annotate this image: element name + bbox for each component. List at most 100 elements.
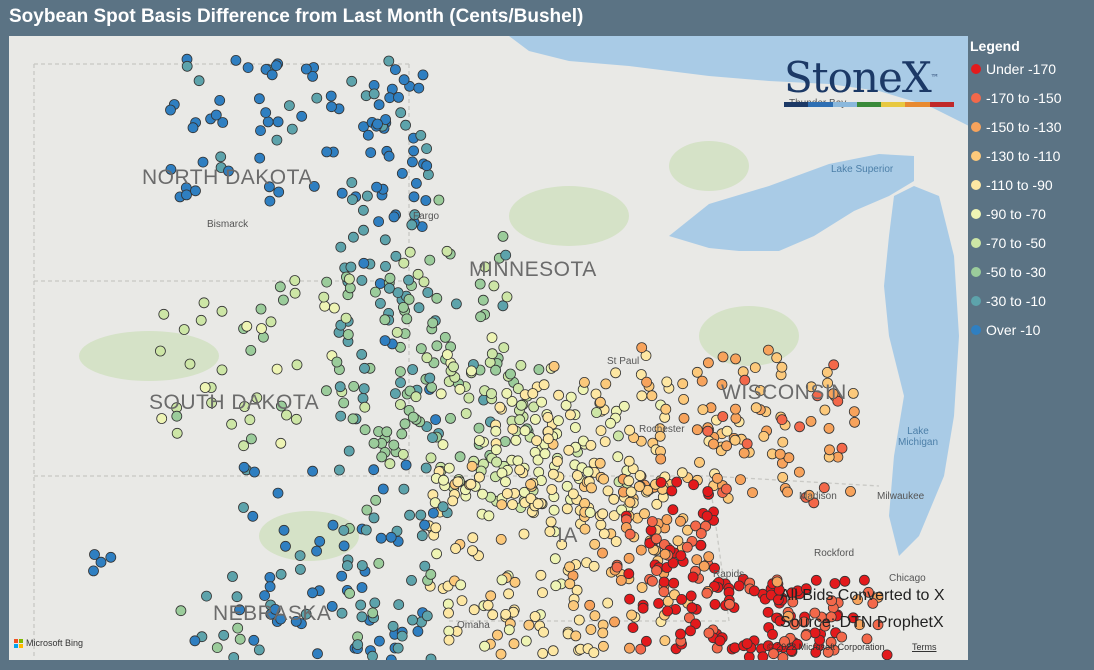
basis-dot[interactable] <box>777 436 789 448</box>
basis-dot[interactable] <box>688 479 699 491</box>
basis-dot[interactable] <box>530 413 541 425</box>
basis-dot[interactable] <box>508 638 520 650</box>
basis-dot[interactable] <box>356 274 368 286</box>
basis-dot[interactable] <box>782 610 794 622</box>
basis-dot[interactable] <box>738 447 750 459</box>
basis-dot[interactable] <box>424 254 436 266</box>
basis-dot[interactable] <box>561 503 573 515</box>
basis-dot[interactable] <box>216 364 228 376</box>
basis-dot[interactable] <box>550 580 562 592</box>
basis-dot[interactable] <box>490 425 502 437</box>
basis-dot[interactable] <box>336 570 348 582</box>
basis-dot[interactable] <box>483 510 495 522</box>
basis-dot[interactable] <box>443 634 455 646</box>
basis-dot[interactable] <box>523 619 535 631</box>
basis-dot[interactable] <box>311 545 323 557</box>
basis-dot[interactable] <box>848 406 860 418</box>
basis-dot[interactable] <box>514 464 526 476</box>
basis-dot[interactable] <box>585 439 597 451</box>
basis-dot[interactable] <box>532 454 544 466</box>
basis-dot[interactable] <box>641 376 652 388</box>
basis-dot[interactable] <box>394 366 406 378</box>
basis-dot[interactable] <box>373 99 385 111</box>
basis-dot[interactable] <box>450 298 462 310</box>
basis-dot[interactable] <box>158 308 170 320</box>
basis-dot[interactable] <box>825 636 837 648</box>
basis-dot[interactable] <box>326 101 337 113</box>
basis-dot[interactable] <box>572 470 583 481</box>
basis-dot[interactable] <box>391 326 403 338</box>
basis-dot[interactable] <box>369 597 381 609</box>
basis-dot[interactable] <box>564 578 576 590</box>
basis-dot[interactable] <box>424 372 436 384</box>
basis-dot[interactable] <box>584 599 596 611</box>
basis-dot[interactable] <box>247 510 259 522</box>
basis-dot[interactable] <box>375 532 387 544</box>
basis-dot[interactable] <box>538 379 550 391</box>
basis-dot[interactable] <box>767 629 778 640</box>
basis-dot[interactable] <box>227 571 238 582</box>
basis-dot[interactable] <box>548 504 560 516</box>
basis-dot[interactable] <box>703 357 714 369</box>
basis-dot[interactable] <box>338 397 350 409</box>
legend-item[interactable]: -170 to -150 <box>968 83 1092 112</box>
basis-dot[interactable] <box>498 342 510 354</box>
basis-dot[interactable] <box>415 343 427 355</box>
basis-dot[interactable] <box>675 628 686 640</box>
legend-item[interactable]: -130 to -110 <box>968 141 1092 170</box>
basis-dot[interactable] <box>678 412 690 424</box>
basis-dot[interactable] <box>589 538 601 550</box>
basis-dot[interactable] <box>687 571 699 583</box>
basis-dot[interactable] <box>376 451 388 463</box>
basis-dot[interactable] <box>500 609 512 620</box>
basis-dot[interactable] <box>371 181 383 193</box>
basis-dot[interactable] <box>275 400 287 412</box>
basis-dot[interactable] <box>401 313 413 325</box>
basis-dot[interactable] <box>412 626 424 637</box>
basis-dot[interactable] <box>231 591 243 603</box>
basis-dot[interactable] <box>223 165 234 177</box>
basis-dot[interactable] <box>286 123 298 135</box>
basis-dot[interactable] <box>660 403 672 415</box>
basis-dot[interactable] <box>532 498 544 510</box>
basis-dot[interactable] <box>328 302 340 314</box>
basis-dot[interactable] <box>390 250 402 262</box>
basis-dot[interactable] <box>308 180 320 192</box>
basis-dot[interactable] <box>859 574 870 586</box>
basis-dot[interactable] <box>420 462 432 474</box>
basis-dot[interactable] <box>403 274 415 286</box>
basis-dot[interactable] <box>661 514 673 525</box>
basis-dot[interactable] <box>274 281 286 293</box>
basis-dot[interactable] <box>214 95 226 106</box>
basis-dot[interactable] <box>389 64 401 75</box>
basis-dot[interactable] <box>467 545 478 556</box>
basis-dot[interactable] <box>425 569 437 580</box>
basis-dot[interactable] <box>407 364 419 375</box>
basis-dot[interactable] <box>272 116 284 128</box>
basis-dot[interactable] <box>730 403 741 415</box>
basis-dot[interactable] <box>399 418 411 430</box>
basis-dot[interactable] <box>338 540 350 552</box>
basis-dot[interactable] <box>289 275 301 286</box>
basis-dot[interactable] <box>238 440 250 452</box>
basis-dot[interactable] <box>228 652 240 661</box>
basis-dot[interactable] <box>824 444 835 456</box>
basis-dot[interactable] <box>290 616 302 627</box>
basis-dot[interactable] <box>307 71 319 82</box>
map-panel[interactable]: NORTH DAKOTA MINNESOTA SOUTH DAKOTA WISC… <box>9 36 968 660</box>
basis-dot[interactable] <box>294 564 306 575</box>
basis-dot[interactable] <box>263 181 275 193</box>
basis-dot[interactable] <box>210 109 222 121</box>
basis-dot[interactable] <box>505 368 516 380</box>
basis-dot[interactable] <box>398 483 410 495</box>
basis-dot[interactable] <box>421 610 433 622</box>
basis-dot[interactable] <box>437 501 449 513</box>
basis-dot[interactable] <box>358 383 370 395</box>
basis-dot[interactable] <box>625 486 637 498</box>
basis-dot[interactable] <box>743 651 755 660</box>
basis-dot[interactable] <box>452 476 464 488</box>
basis-dot[interactable] <box>381 426 393 438</box>
basis-dot[interactable] <box>507 499 518 510</box>
basis-dot[interactable] <box>525 478 536 490</box>
basis-dot[interactable] <box>422 169 434 181</box>
